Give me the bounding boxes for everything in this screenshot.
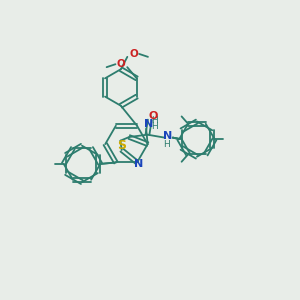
Text: N: N: [134, 159, 143, 169]
Text: H: H: [151, 122, 158, 131]
Text: O: O: [129, 49, 138, 59]
Text: H: H: [163, 140, 170, 148]
Text: N: N: [144, 119, 153, 129]
Text: O: O: [148, 111, 158, 122]
Text: N: N: [164, 131, 173, 141]
Text: O: O: [116, 59, 125, 69]
Text: S: S: [117, 140, 126, 152]
Text: H: H: [151, 116, 158, 125]
